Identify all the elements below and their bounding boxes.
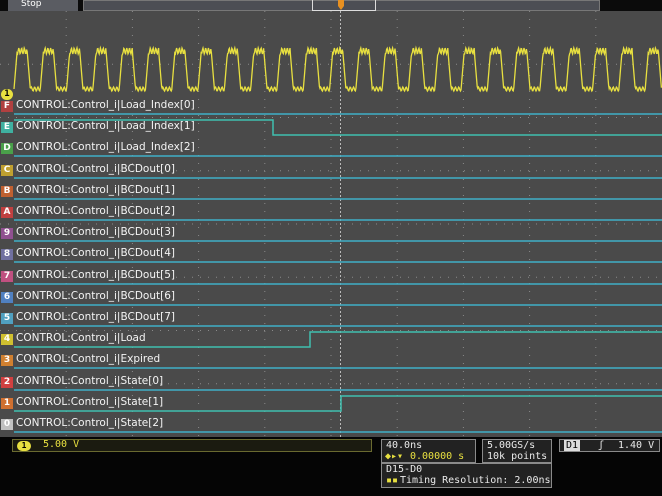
record-view-window[interactable]	[312, 0, 376, 11]
channel-marker-icon[interactable]: C	[1, 164, 13, 176]
rising-edge-icon: ʃ	[598, 440, 605, 451]
digital-trace	[14, 388, 662, 391]
channel-marker-icon[interactable]: 4	[1, 334, 13, 346]
digital-trace	[14, 395, 662, 412]
digital-channel-row[interactable]: D CONTROL:Control_i|Load_Index[2]	[0, 138, 662, 159]
timing-icon: ▪▪	[386, 475, 399, 486]
channel-label: CONTROL:Control_i|State[0]	[16, 374, 164, 387]
delay-icon: ◆▸▾	[385, 451, 404, 462]
digital-trace	[14, 367, 662, 370]
channel-marker-icon[interactable]: 7	[1, 270, 13, 282]
digital-trace	[14, 282, 662, 285]
digital-trace	[14, 198, 662, 200]
digital-trace	[14, 261, 662, 264]
timing-resolution: Timing Resolution: 2.00ns	[400, 475, 551, 486]
ch1-vertical-readout[interactable]: 1 5.00 V	[12, 439, 372, 452]
record-length: 10k points	[487, 451, 548, 462]
channel-label: CONTROL:Control_i|BCDout[5]	[16, 268, 175, 281]
horizontal-delay: 0.00000 s	[410, 451, 465, 462]
sample-rate: 5.00GS/s	[487, 440, 536, 451]
channel-label: CONTROL:Control_i|Load_Index[2]	[16, 141, 195, 154]
channel-label: CONTROL:Control_i|BCDout[0]	[16, 162, 175, 175]
digital-channel-row[interactable]: 5 CONTROL:Control_i|BCDout[7]	[0, 308, 662, 329]
digital-trace	[14, 331, 662, 348]
channel-label: CONTROL:Control_i|BCDout[6]	[16, 289, 175, 302]
trigger-level: 1.40 V	[618, 440, 655, 451]
digital-channel-row[interactable]: A CONTROL:Control_i|BCDout[2]	[0, 202, 662, 223]
acquisition-status-label: Stop	[21, 0, 42, 9]
digital-channel-row[interactable]: 8 CONTROL:Control_i|BCDout[4]	[0, 244, 662, 265]
channel-marker-icon[interactable]: B	[1, 185, 13, 197]
horizontal-readout[interactable]: 40.0ns ◆▸▾ 0.00000 s	[381, 439, 476, 463]
digital-channel-range: D15-D0	[386, 464, 423, 475]
channel-label: CONTROL:Control_i|Load_Index[0]	[16, 99, 195, 111]
channel-marker-icon[interactable]: 1	[1, 397, 13, 409]
digital-trace	[14, 431, 662, 433]
digital-trace	[14, 113, 662, 115]
digital-channel-row[interactable]: E CONTROL:Control_i|Load_Index[1]	[0, 117, 662, 138]
digital-channel-row[interactable]: 4 CONTROL:Control_i|Load	[0, 329, 662, 350]
digital-trace	[14, 325, 662, 327]
trigger-source: D1	[564, 440, 581, 451]
channel-marker-icon[interactable]: 3	[1, 355, 13, 367]
digital-channel-row[interactable]: 6 CONTROL:Control_i|BCDout[6]	[0, 287, 662, 308]
channel-label: CONTROL:Control_i|State[1]	[16, 395, 164, 408]
trigger-readout[interactable]: D1 ʃ 1.40 V	[559, 439, 660, 452]
horizontal-scale: 40.0ns	[386, 440, 423, 451]
digital-channel-row[interactable]: 1 CONTROL:Control_i|State[1]	[0, 393, 662, 414]
channel-marker-icon[interactable]: F	[1, 101, 13, 112]
digital-trace	[14, 155, 662, 158]
digital-channel-row[interactable]: 9 CONTROL:Control_i|BCDout[3]	[0, 223, 662, 244]
channel-label: CONTROL:Control_i|BCDout[1]	[16, 183, 175, 196]
channel-label: CONTROL:Control_i|BCDout[7]	[16, 311, 175, 323]
digital-trace	[14, 119, 662, 136]
channel-label: CONTROL:Control_i|Load_Index[1]	[16, 120, 195, 133]
sampling-readout[interactable]: 5.00GS/s 10k points	[482, 439, 552, 463]
channel-marker-icon[interactable]: 6	[1, 291, 13, 303]
channel-marker-icon[interactable]: E	[1, 122, 13, 134]
record-bar: Stop	[0, 0, 662, 11]
channel-marker-icon[interactable]: 2	[1, 376, 13, 388]
channel-marker-icon[interactable]: A	[1, 207, 13, 218]
channel-marker-icon[interactable]: 9	[1, 228, 13, 240]
graticule	[0, 11, 657, 437]
waveform-display[interactable]: 1 F CONTROL:Control_i|Load_Index[0] E CONTR…	[0, 11, 662, 437]
digital-readout[interactable]: D15-D0 ▪▪ Timing Resolution: 2.00ns	[381, 463, 552, 488]
ch1-badge: 1	[17, 441, 31, 451]
trigger-position-icon[interactable]	[337, 0, 345, 11]
digital-channel-row[interactable]: 0 CONTROL:Control_i|State[2]	[0, 414, 662, 435]
digital-trace	[14, 304, 662, 306]
digital-channel-row[interactable]: B CONTROL:Control_i|BCDout[1]	[0, 181, 662, 202]
digital-channel-row[interactable]: C CONTROL:Control_i|BCDout[0]	[0, 160, 662, 181]
acquisition-status[interactable]: Stop	[8, 0, 78, 11]
channel-label: CONTROL:Control_i|Load	[16, 332, 146, 345]
channel-marker-icon[interactable]: 5	[1, 313, 13, 324]
digital-channel-row[interactable]: 7 CONTROL:Control_i|BCDout[5]	[0, 266, 662, 287]
channel-label: CONTROL:Control_i|BCDout[2]	[16, 205, 175, 217]
digital-trace	[14, 240, 662, 242]
digital-trace	[14, 219, 662, 221]
channel-marker-icon[interactable]: 8	[1, 249, 13, 261]
digital-channel-row[interactable]: 2 CONTROL:Control_i|State[0]	[0, 372, 662, 393]
channel-marker-icon[interactable]: D	[1, 143, 13, 155]
channel-label: CONTROL:Control_i|BCDout[4]	[16, 247, 175, 260]
ch1-ground-marker[interactable]: 1	[1, 89, 13, 100]
analog-waveform-ch1	[13, 45, 662, 93]
channel-label: CONTROL:Control_i|Expired	[16, 353, 161, 366]
ch1-scale: 5.00 V	[43, 439, 80, 450]
digital-channel-row[interactable]: 3 CONTROL:Control_i|Expired	[0, 350, 662, 371]
channel-marker-icon[interactable]: 0	[1, 419, 13, 430]
channel-label: CONTROL:Control_i|State[2]	[16, 417, 164, 429]
digital-trace	[14, 176, 662, 179]
digital-channel-row[interactable]: F CONTROL:Control_i|Load_Index[0]	[0, 96, 662, 117]
channel-label: CONTROL:Control_i|BCDout[3]	[16, 226, 175, 239]
readout-panel: 1 5.00 V 40.0ns ◆▸▾ 0.00000 s 5.00GS/s 1…	[0, 437, 662, 496]
